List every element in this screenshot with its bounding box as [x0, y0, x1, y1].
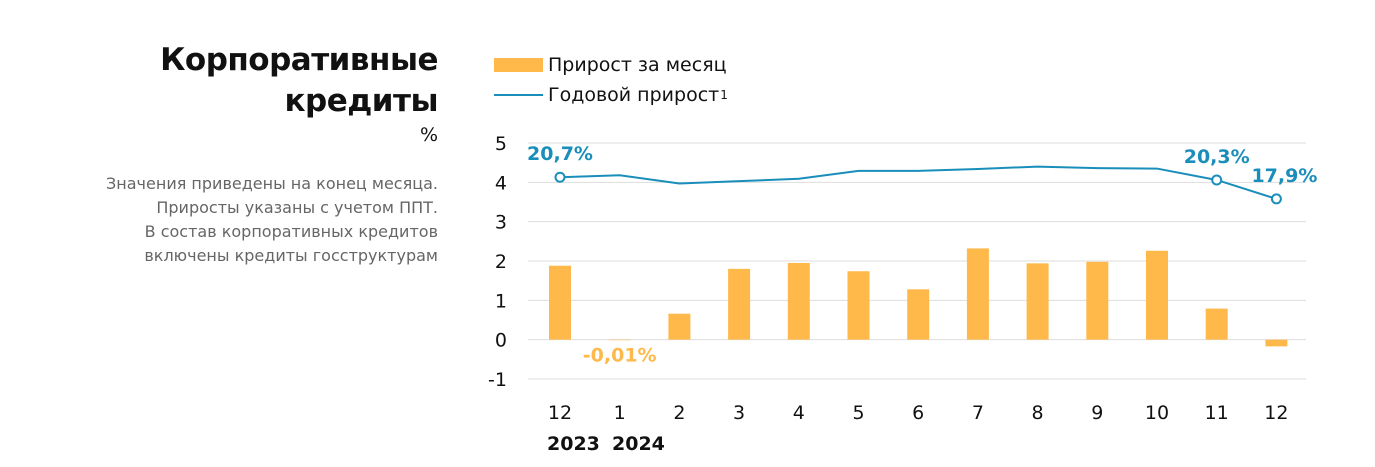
x-tick-label: 5 [852, 402, 864, 424]
bar [549, 265, 571, 340]
bar [1205, 308, 1228, 340]
data-label: -0,01% [583, 344, 657, 366]
y-tick-label: 2 [495, 251, 507, 273]
x-tick-label: 3 [733, 402, 745, 424]
line-point-marker [554, 171, 566, 183]
year-label: 2023 [547, 433, 600, 455]
x-tick-label: 11 [1205, 402, 1229, 424]
data-label: 20,7% [527, 143, 593, 165]
bar [1086, 261, 1109, 340]
x-tick-label: 9 [1091, 402, 1103, 424]
y-tick-label: 1 [495, 290, 507, 312]
legend-bar-swatch [494, 58, 543, 72]
legend-item-bar: Прирост за месяц [494, 50, 728, 80]
y-tick-label: 0 [495, 330, 507, 352]
x-tick-label: 1 [614, 402, 626, 424]
bar [907, 289, 930, 340]
bar [608, 339, 631, 341]
line-point-marker [1270, 193, 1282, 205]
bar [787, 262, 810, 340]
legend-footnote-marker: 1 [720, 88, 728, 102]
note-line: Значения приведены на конец месяца. [106, 174, 438, 193]
legend-bar-label: Прирост за месяц [548, 54, 727, 76]
y-tick-label: -1 [488, 369, 507, 391]
bar [1026, 263, 1049, 340]
line-point-marker [1211, 174, 1223, 186]
x-tick-label: 6 [912, 402, 924, 424]
x-tick-label: 10 [1145, 402, 1169, 424]
series-line [559, 165, 1277, 200]
data-label: 20,3% [1184, 146, 1250, 168]
x-tick-label: 12 [548, 402, 572, 424]
bar [728, 268, 751, 340]
year-label: 2024 [612, 433, 665, 455]
y-tick-label: 5 [495, 133, 507, 155]
x-tick-label: 2 [673, 402, 685, 424]
x-tick-label: 12 [1264, 402, 1288, 424]
bar [966, 248, 989, 340]
chart-title-line1: Корпоративные [160, 42, 438, 78]
x-tick-label: 7 [972, 402, 984, 424]
note-line: включены кредиты госструктурам [144, 246, 438, 265]
y-tick-label: 3 [495, 212, 507, 234]
legend-line-swatch [494, 94, 543, 96]
bar [668, 313, 691, 340]
chart-note: Значения приведены на конец месяца. Прир… [18, 172, 438, 268]
bar [847, 271, 870, 340]
x-tick-label: 8 [1032, 402, 1044, 424]
chart-title-block: Корпоративные кредиты % [160, 40, 438, 146]
bar [1146, 250, 1168, 340]
x-tick-label: 4 [793, 402, 805, 424]
note-line: В состав корпоративных кредитов [144, 222, 438, 241]
chart-legend: Прирост за месяц Годовой прирост 1 [494, 50, 728, 110]
data-label: 17,9% [1251, 165, 1317, 187]
chart-title-line2: кредиты [284, 83, 438, 119]
legend-item-line: Годовой прирост 1 [494, 80, 728, 110]
y-tick-label: 4 [495, 172, 507, 194]
bar [1265, 339, 1288, 347]
note-line: Приросты указаны с учетом ППТ. [156, 198, 438, 217]
legend-line-label: Годовой прирост [548, 84, 720, 106]
unit-label: % [419, 124, 438, 146]
